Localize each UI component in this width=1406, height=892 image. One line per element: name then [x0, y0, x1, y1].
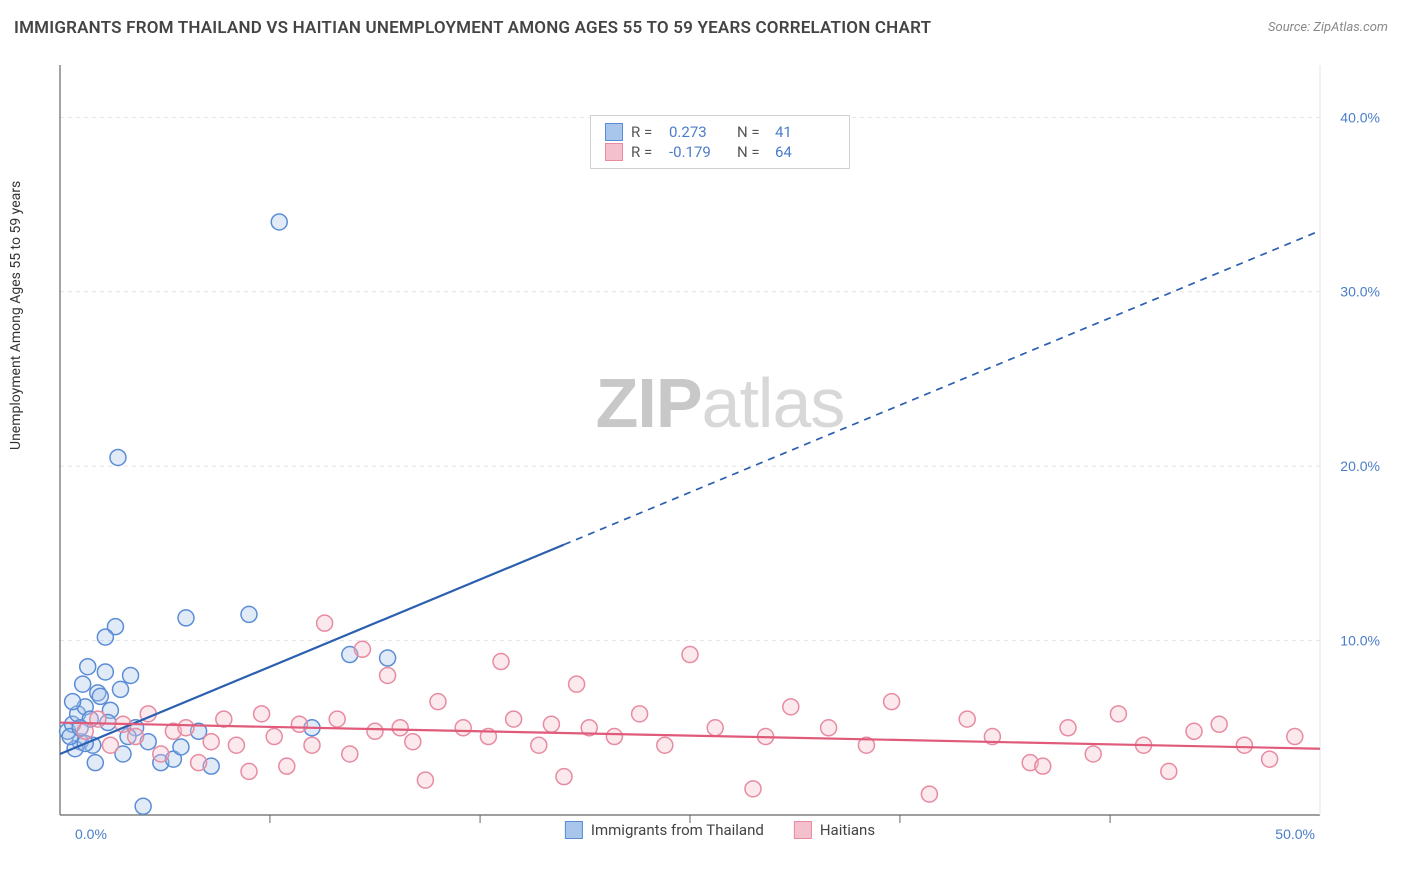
- series-legend: Immigrants from Thailand Haitians: [565, 821, 875, 839]
- watermark: ZIPatlas: [596, 363, 845, 443]
- svg-text:20.0%: 20.0%: [1340, 458, 1380, 474]
- swatch-haitians: [794, 821, 812, 839]
- swatch-haitians: [605, 143, 623, 161]
- chart-title: IMMIGRANTS FROM THAILAND VS HAITIAN UNEM…: [14, 18, 931, 38]
- legend-item-thailand: Immigrants from Thailand: [565, 821, 764, 839]
- swatch-thailand: [605, 123, 623, 141]
- chart-area: ZIPatlas 10.0% 20.0% 30.0% 40.0% 0.0% 50.0% R…: [50, 55, 1390, 845]
- legend-item-haitians: Haitians: [794, 821, 875, 839]
- legend-row-haitians: R = -0.179 N = 64: [605, 142, 835, 162]
- svg-text:30.0%: 30.0%: [1340, 284, 1380, 300]
- correlation-legend: R = 0.273 N = 41 R = -0.179 N = 64: [590, 115, 850, 169]
- swatch-thailand: [565, 821, 583, 839]
- svg-text:10.0%: 10.0%: [1340, 633, 1380, 649]
- source-attribution: Source: ZipAtlas.com: [1268, 20, 1388, 35]
- scatter-plot: 10.0% 20.0% 30.0% 40.0% 0.0% 50.0%: [50, 55, 1390, 845]
- svg-text:40.0%: 40.0%: [1340, 109, 1380, 125]
- svg-text:50.0%: 50.0%: [1275, 826, 1315, 842]
- y-axis-label: Unemployment Among Ages 55 to 59 years: [8, 181, 24, 450]
- legend-row-thailand: R = 0.273 N = 41: [605, 122, 835, 142]
- svg-text:0.0%: 0.0%: [75, 826, 107, 842]
